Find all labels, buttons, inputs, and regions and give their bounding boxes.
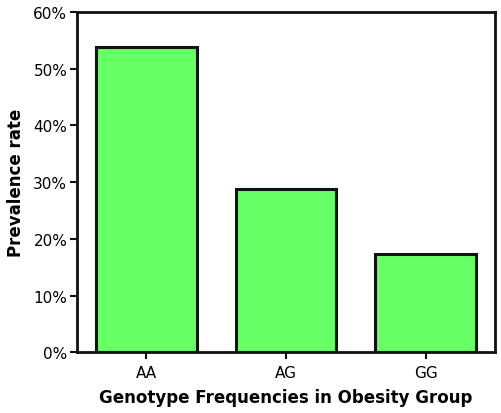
Bar — [375, 254, 475, 352]
Bar — [235, 190, 336, 352]
Y-axis label: Prevalence rate: Prevalence rate — [7, 109, 25, 256]
X-axis label: Genotype Frequencies in Obesity Group: Genotype Frequencies in Obesity Group — [99, 388, 472, 406]
Bar — [96, 48, 196, 352]
